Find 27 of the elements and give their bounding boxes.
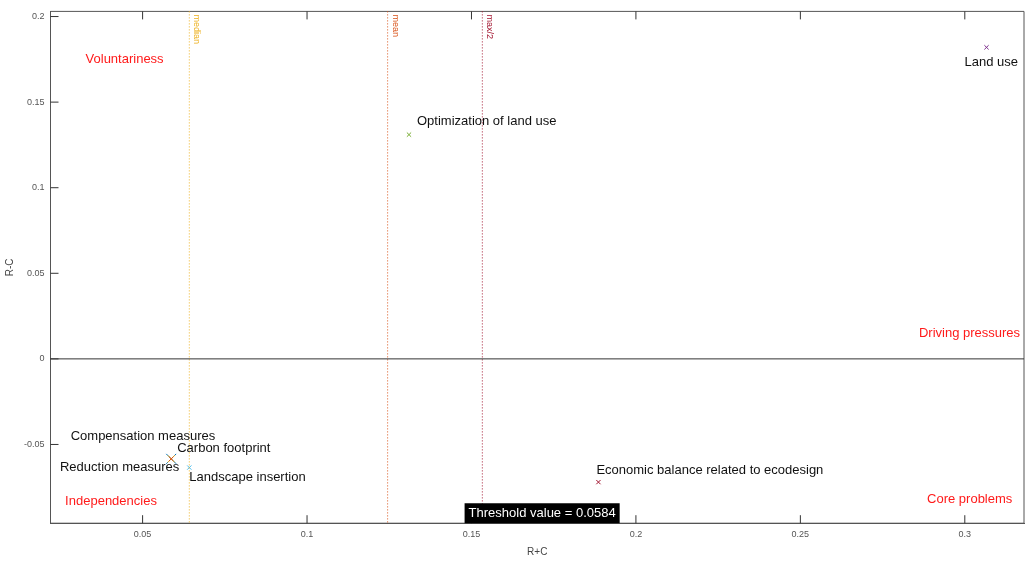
annotation: Core problems [927,490,1013,506]
series-label: Land use [964,53,1019,69]
x-tick-label: 0.3 [958,529,972,540]
series-label: Landscape insertion [189,469,306,485]
ref-line-label: max/2 [485,14,496,39]
y-tick-label: -0.05 [24,438,45,449]
annotation: Driving pressures [918,325,1021,341]
y-tick-label: 0.1 [32,182,45,193]
ref-line-label: median [192,14,203,44]
y-tick-label: 0.05 [26,267,45,278]
x-tick-label: 0.15 [462,529,481,540]
annotation: Voluntariness [85,50,165,66]
y-tick-label: 0 [39,353,45,364]
annotation: Threshold value = 0.0584 [468,504,616,520]
y-tick-label: 0.15 [26,96,45,107]
x-tick-label: 0.1 [300,529,314,540]
y-tick-label: 0.2 [32,11,45,22]
x-axis-title: R+C [527,545,548,557]
series-label: Economic balance related to ecodesign [596,461,824,477]
series-label: Reduction measures [59,459,180,475]
y-axis-title: R-C [3,258,15,277]
ref-line-label: mean [390,14,401,37]
x-tick-label: 0.05 [133,529,152,540]
x-tick-label: 0.2 [629,529,643,540]
x-tick-label: 0.25 [791,529,810,540]
annotation: Independencies [65,492,158,508]
series-label: Optimization of land use [416,113,557,129]
